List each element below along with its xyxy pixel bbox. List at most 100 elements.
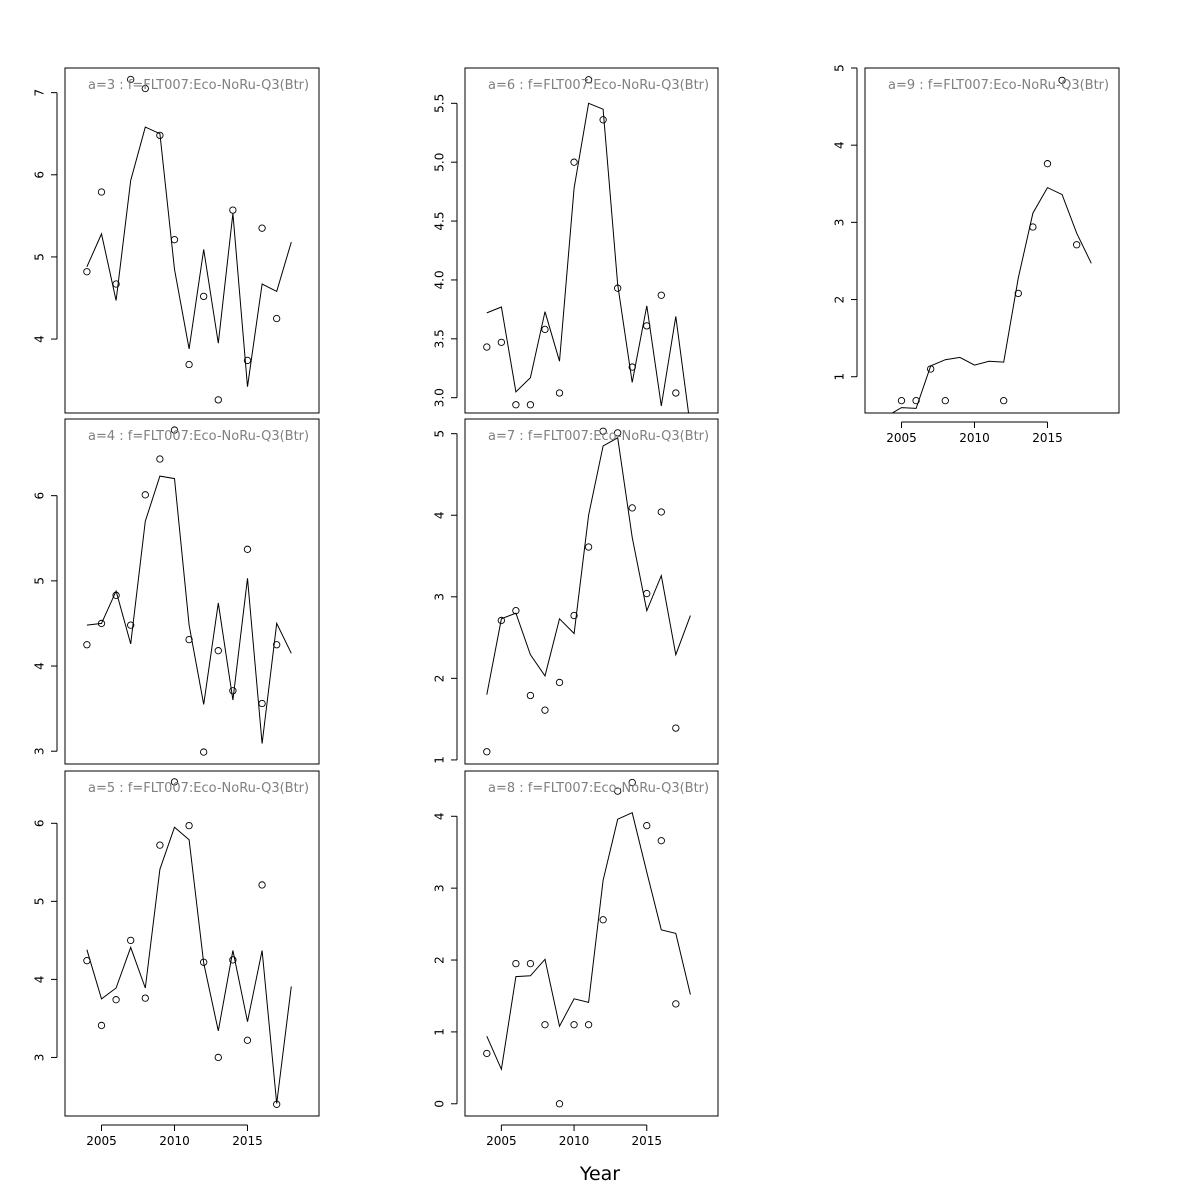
observed-point bbox=[512, 607, 520, 615]
plot-frame bbox=[64, 418, 320, 765]
observed-point bbox=[229, 206, 237, 214]
panel-6: 0 1 2 3 4 2005 2010 2015 a=8 : f=FLT007:Eco-NoRu… bbox=[433, 770, 719, 1148]
observed-point bbox=[243, 356, 252, 365]
panel-3: 3 4 5 6 2005 2010 2015 a=5 : f=FLT007:Eco-NoRu-… bbox=[33, 770, 320, 1148]
x-tick-label: 2005 bbox=[86, 1134, 117, 1148]
y-tick-label: 3 bbox=[833, 219, 847, 227]
y-tick-label: 4 bbox=[33, 662, 47, 670]
observed-point bbox=[185, 821, 193, 830]
observed-point bbox=[156, 841, 164, 849]
y-tick-label: 3 bbox=[33, 1054, 47, 1062]
y-tick-label: 5 bbox=[433, 430, 447, 438]
observed-point bbox=[112, 996, 120, 1004]
plot-frame bbox=[864, 67, 1120, 414]
observed-point bbox=[570, 158, 578, 166]
y-tick-label: 4 bbox=[33, 335, 47, 343]
fitted-line bbox=[891, 186, 1092, 413]
observed-point bbox=[672, 724, 680, 732]
observed-point bbox=[628, 778, 636, 787]
plot-area bbox=[83, 778, 292, 1108]
x-tick-label: 2010 bbox=[959, 431, 990, 445]
observed-point bbox=[555, 678, 564, 687]
y-tick-label: 1 bbox=[833, 373, 847, 381]
observed-point bbox=[214, 647, 222, 655]
observed-point bbox=[97, 619, 106, 628]
plot-area bbox=[83, 426, 292, 756]
y-tick-label: 2 bbox=[833, 296, 847, 304]
panel-4: 3.0 3.5 4.0 4.5 5.0 5.5 a=6 : f=FLT007:Eco-NoR… bbox=[433, 67, 719, 414]
x-tick-label: 2015 bbox=[1032, 431, 1063, 445]
fitted-line bbox=[486, 102, 690, 413]
observed-point bbox=[170, 426, 179, 434]
observed-point bbox=[229, 687, 237, 695]
observed-point bbox=[599, 427, 607, 435]
plot-area bbox=[483, 778, 691, 1108]
y-tick-label: 4 bbox=[433, 511, 447, 519]
observed-point bbox=[1058, 76, 1066, 84]
observed-point bbox=[570, 1021, 578, 1029]
y-tick-label: 4.0 bbox=[433, 270, 447, 289]
y-tick-label: 5 bbox=[33, 577, 47, 585]
observed-point bbox=[141, 491, 149, 499]
observed-point bbox=[526, 959, 535, 968]
plot-frame bbox=[64, 770, 320, 1117]
y-tick-label: 2 bbox=[433, 675, 447, 683]
observed-point bbox=[526, 691, 535, 700]
observed-point bbox=[185, 635, 193, 644]
y-tick-label: 4 bbox=[33, 976, 47, 984]
observed-point bbox=[555, 1100, 564, 1108]
observed-point bbox=[614, 284, 622, 292]
observed-point bbox=[83, 641, 91, 649]
observed-point bbox=[512, 959, 520, 968]
observed-point bbox=[141, 994, 149, 1002]
observed-point bbox=[483, 748, 491, 756]
y-tick-label: 7 bbox=[33, 89, 47, 97]
observed-point bbox=[83, 268, 91, 276]
x-tick-label: 2010 bbox=[559, 1134, 590, 1148]
panel-5: 1 2 3 4 5 a=7 : f=FLT007:Eco-NoRu-Q3(Btr) bbox=[433, 418, 719, 765]
observed-point bbox=[185, 360, 193, 369]
observed-point bbox=[127, 75, 135, 84]
observed-point bbox=[584, 543, 593, 551]
x-tick-label: 2010 bbox=[159, 1134, 190, 1148]
observed-point bbox=[200, 748, 208, 756]
observed-point bbox=[643, 589, 651, 598]
fitted-line bbox=[486, 437, 691, 695]
plot-frame bbox=[464, 67, 719, 414]
y-tick-label: 5.5 bbox=[433, 94, 447, 113]
observed-point bbox=[97, 1021, 106, 1030]
x-tick-label: 2005 bbox=[886, 431, 917, 445]
observed-point bbox=[599, 116, 607, 124]
fitted-line bbox=[86, 826, 292, 1104]
observed-point bbox=[628, 363, 636, 371]
observed-point bbox=[526, 401, 535, 409]
observed-point bbox=[941, 397, 949, 405]
observed-point bbox=[170, 236, 179, 244]
observed-point bbox=[643, 322, 651, 330]
y-tick-label: 4.5 bbox=[433, 212, 447, 231]
observed-point bbox=[672, 389, 680, 397]
observed-point bbox=[1014, 289, 1022, 298]
observed-point bbox=[912, 397, 920, 405]
fitted-line bbox=[486, 811, 691, 1072]
observed-point bbox=[127, 621, 135, 629]
observed-point bbox=[97, 188, 106, 196]
y-tick-label: 6 bbox=[33, 819, 47, 827]
x-tick-label: 2015 bbox=[232, 1134, 263, 1148]
observed-point bbox=[1029, 223, 1037, 231]
panel-2: 3 4 5 6 a=4 : f=FLT007:Eco-NoRu-Q3(Btr) bbox=[33, 418, 320, 765]
observed-point bbox=[541, 1021, 549, 1029]
observed-point bbox=[570, 611, 578, 620]
y-tick-label: 3 bbox=[433, 593, 447, 601]
observed-point bbox=[555, 389, 564, 397]
observed-point bbox=[657, 837, 665, 845]
y-tick-label: 1 bbox=[433, 756, 447, 764]
panel-title: a=4 : f=FLT007:Eco-NoRu-Q3(Btr) bbox=[88, 429, 309, 444]
observed-point bbox=[141, 84, 149, 93]
plot-frame bbox=[464, 418, 719, 765]
fitted-line bbox=[86, 126, 292, 387]
observed-point bbox=[170, 778, 179, 786]
fitted-line bbox=[86, 475, 292, 744]
y-tick-label: 3 bbox=[33, 747, 47, 755]
y-tick-label: 4 bbox=[833, 141, 847, 149]
